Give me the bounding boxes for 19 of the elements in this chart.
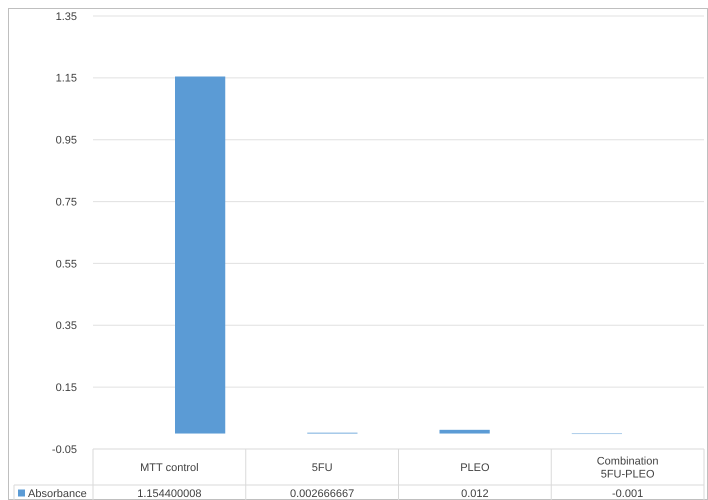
y-tick-label: 1.15 xyxy=(56,72,77,85)
bar xyxy=(440,430,490,434)
y-tick-label: 1.35 xyxy=(56,10,77,23)
y-tick-label: 0.35 xyxy=(56,320,77,332)
data-label: 0.002666667 xyxy=(290,488,354,500)
y-tick-label: 0.75 xyxy=(56,196,77,208)
x-tick-label: MTT control xyxy=(140,462,199,474)
x-tick-label: PLEO xyxy=(460,462,490,474)
y-tick-label: 0.95 xyxy=(56,134,77,147)
data-label: 1.154400008 xyxy=(137,488,202,500)
data-label: 0.012 xyxy=(461,488,489,500)
data-label: -0.001 xyxy=(612,488,644,500)
bar xyxy=(174,76,226,434)
y-tick-label: 0.55 xyxy=(56,258,77,270)
y-tick-label: 0.15 xyxy=(56,382,77,394)
x-tick-label: Combination 5FU-PLEO xyxy=(596,455,659,480)
x-tick-label: 5FU xyxy=(312,462,333,474)
legend-label: Absorbance xyxy=(28,488,87,500)
y-tick-label: -0.05 xyxy=(52,444,77,456)
